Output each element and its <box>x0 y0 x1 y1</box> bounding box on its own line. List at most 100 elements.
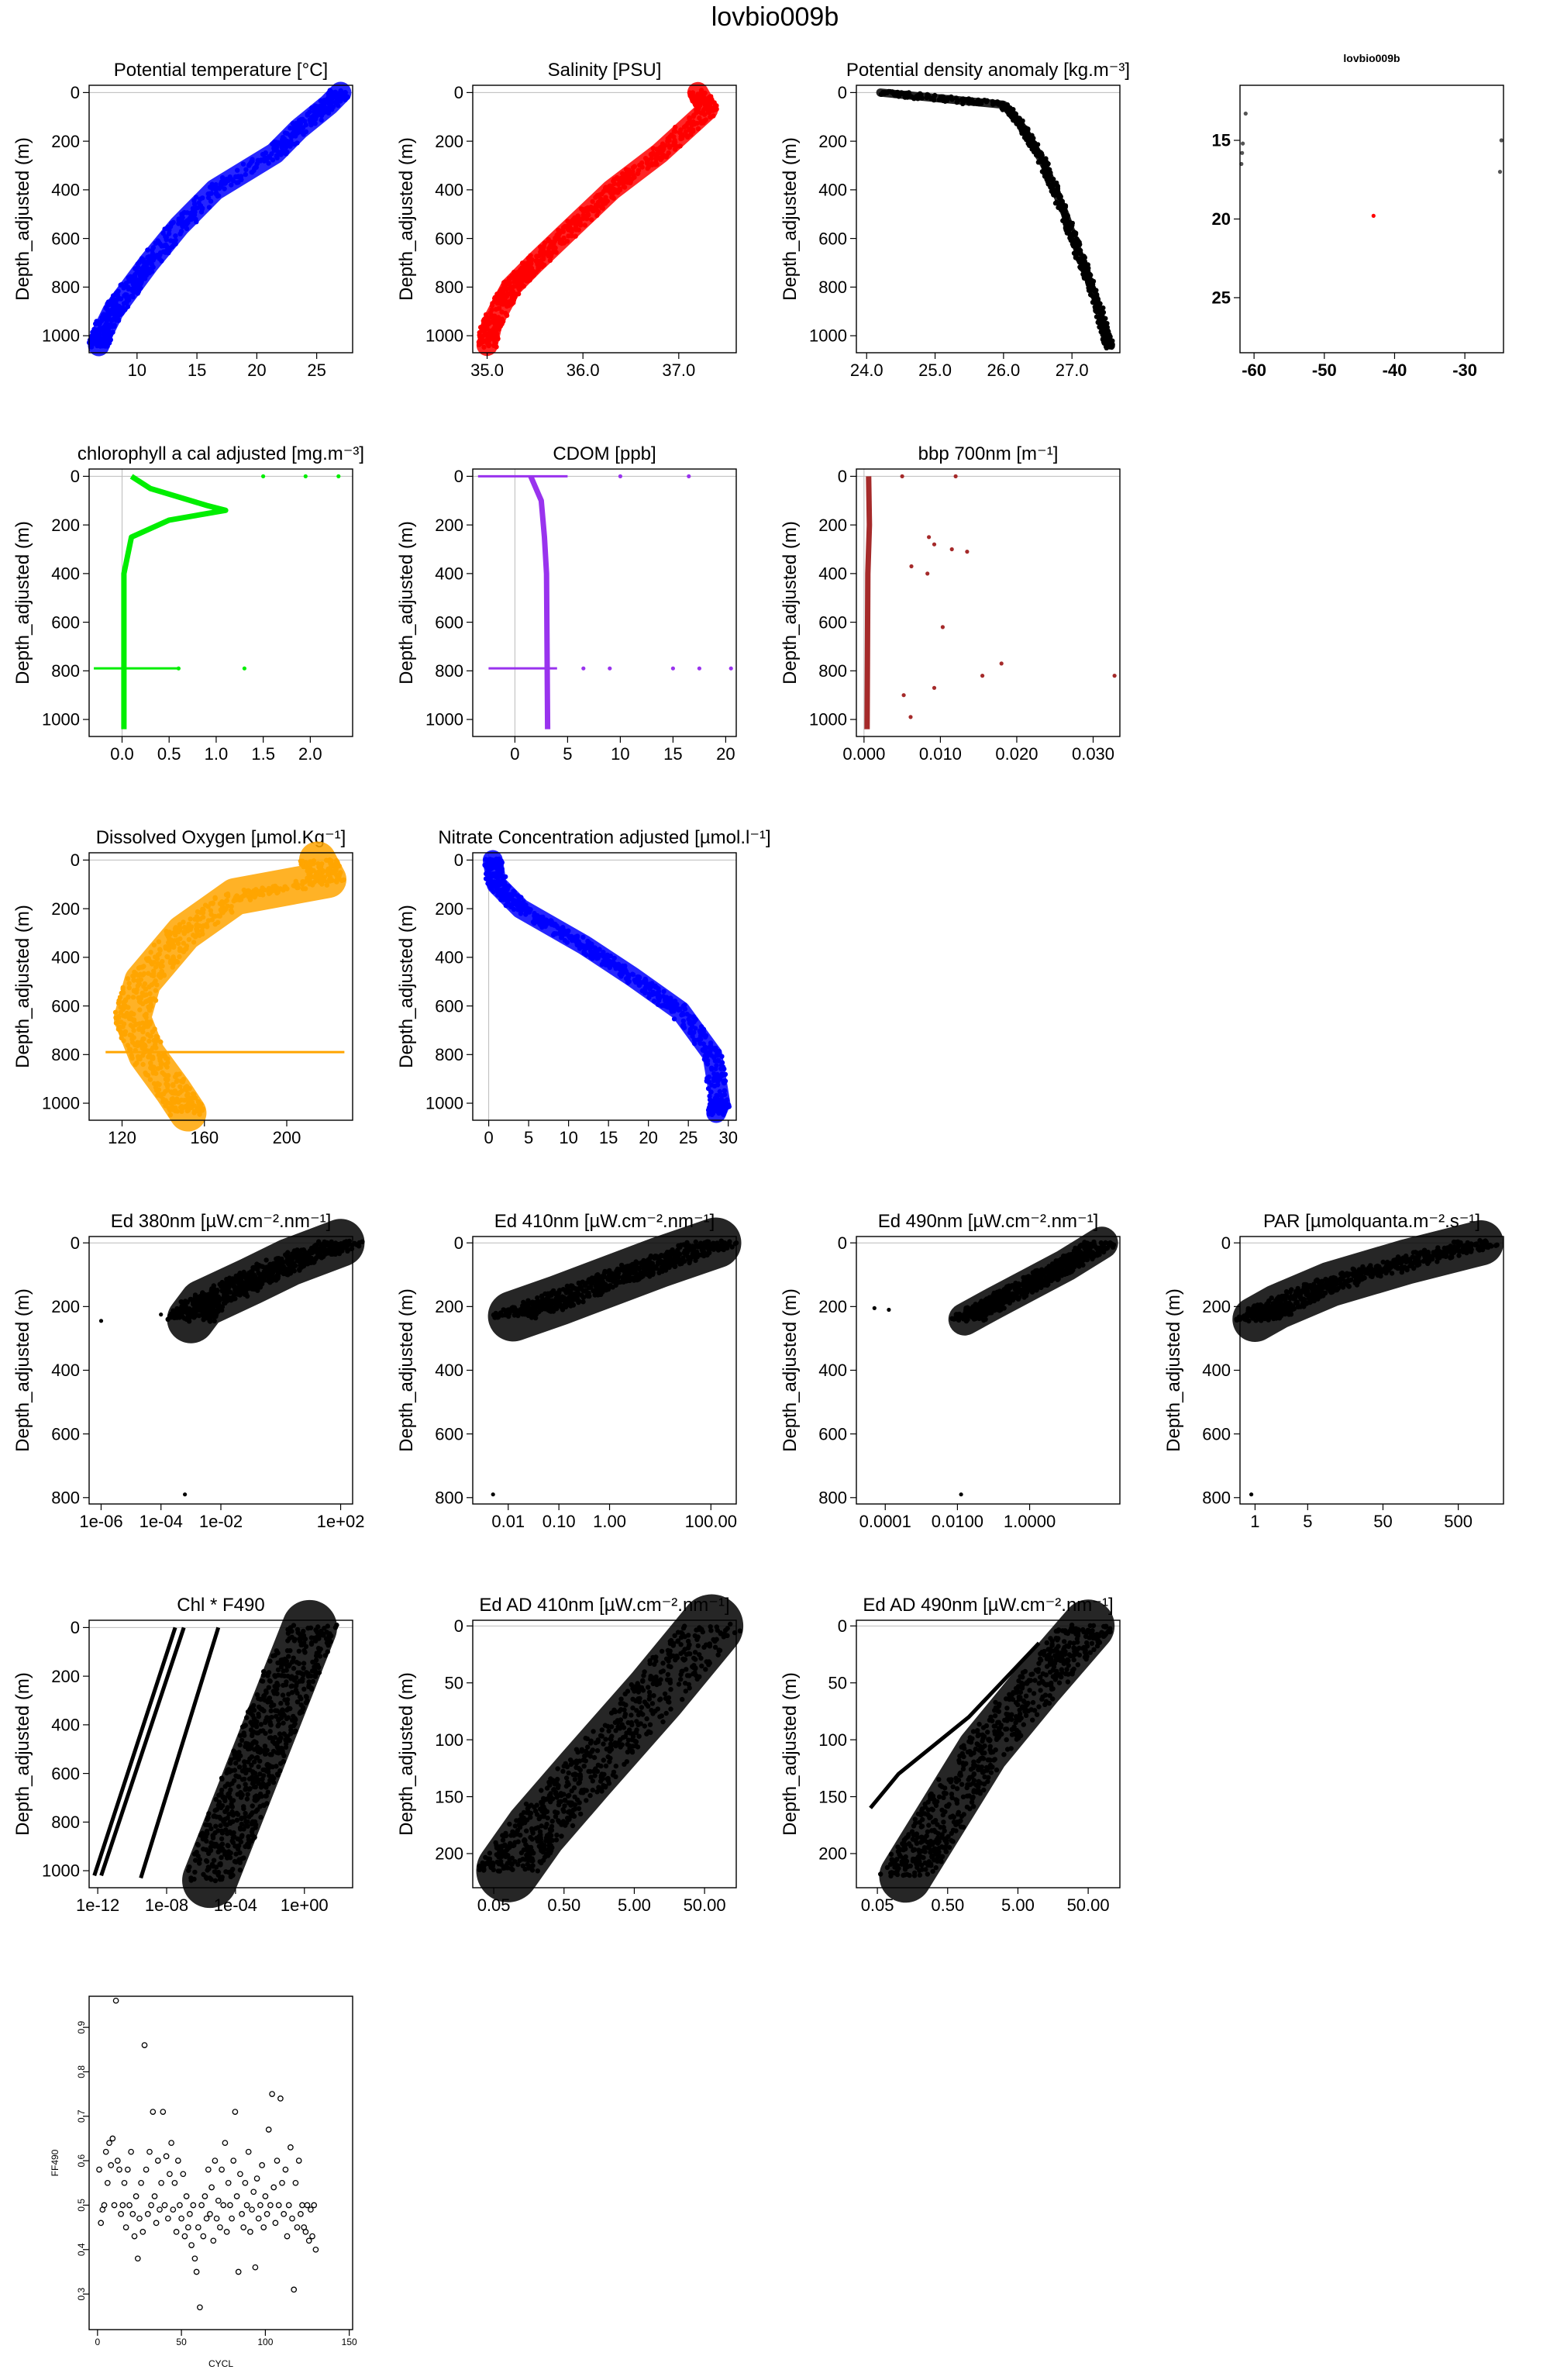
data-point <box>932 543 936 547</box>
data-point <box>950 547 954 551</box>
y-tick-label: 200 <box>51 516 80 535</box>
y-axis-label: Depth_adjusted (m) <box>396 905 417 1068</box>
y-tick-label: 1000 <box>425 326 463 346</box>
plot-frame <box>473 469 736 736</box>
y-tick-label: 0 <box>71 467 80 486</box>
data-point <box>159 1312 163 1316</box>
x-tick-label: 37.0 <box>662 360 695 380</box>
y-tick-label: 800 <box>435 661 463 681</box>
x-tick-label: 200 <box>273 1128 301 1147</box>
x-tick-label: 26.0 <box>987 360 1020 380</box>
x-tick-label: 0.010 <box>919 744 962 764</box>
y-tick-label: 400 <box>435 564 463 584</box>
y-tick-label: 800 <box>51 1488 80 1507</box>
x-tick-label: 1e+02 <box>317 1512 365 1531</box>
data-point <box>1372 214 1376 218</box>
series-band <box>133 860 328 1112</box>
y-tick-label: 800 <box>435 1045 463 1064</box>
x-tick-label: 0.0 <box>110 744 134 764</box>
y-axis-label: Depth_adjusted (m) <box>12 137 33 301</box>
chart-title: CDOM [ppb] <box>553 443 656 464</box>
y-tick-label: 400 <box>51 181 80 200</box>
series-line <box>531 476 548 729</box>
series-marks <box>87 88 350 350</box>
x-tick-label: 20 <box>247 360 266 380</box>
y-tick-label: 0 <box>454 83 463 102</box>
x-tick-label: 25 <box>307 360 326 380</box>
y-tick-label: 200 <box>435 899 463 919</box>
x-tick-label: 36.0 <box>567 360 600 380</box>
y-axis-label: Depth_adjusted (m) <box>12 1288 33 1452</box>
y-tick-label: 0 <box>838 83 847 102</box>
data-point <box>1000 661 1004 665</box>
y-axis-label: Depth_adjusted (m) <box>12 905 33 1068</box>
series-marks <box>478 474 733 730</box>
x-tick-label: 25.0 <box>918 360 952 380</box>
y-tick-label: 600 <box>818 612 847 632</box>
series-marks <box>1239 112 1504 218</box>
data-point <box>1240 151 1244 155</box>
series-band <box>487 92 708 345</box>
y-tick-label: 400 <box>51 948 80 968</box>
chart-title: Potential density anomaly [kg.m⁻³] <box>846 60 1130 81</box>
x-tick-label: -50 <box>1312 360 1337 380</box>
y-tick-label: 800 <box>818 278 847 297</box>
y-tick-label: 1000 <box>809 326 847 346</box>
y-tick-label: 200 <box>51 132 80 151</box>
chart-title: chlorophyll a cal adjusted [mg.m⁻³] <box>78 443 364 464</box>
x-tick-label: -60 <box>1242 360 1266 380</box>
y-tick-label: 800 <box>51 278 80 297</box>
data-point <box>687 474 691 478</box>
x-tick-label: 20 <box>639 1128 657 1147</box>
x-tick-label: 5 <box>524 1128 533 1147</box>
y-tick-label: 1000 <box>425 1094 463 1113</box>
series-line <box>124 476 226 729</box>
series-marks <box>491 1239 739 1497</box>
y-tick-label: 0 <box>454 850 463 870</box>
y-tick-label: 800 <box>818 661 847 681</box>
y-tick-label: 20 <box>1212 209 1231 229</box>
data-point <box>729 667 733 671</box>
series-line <box>867 476 870 729</box>
data-point <box>980 674 984 678</box>
series-marks <box>867 474 1117 730</box>
data-point <box>954 474 958 478</box>
data-point <box>902 693 906 697</box>
x-tick-label: 35.0 <box>470 360 504 380</box>
y-tick-label: 25 <box>1212 288 1231 308</box>
figure-title: lovbio009b <box>0 0 1550 33</box>
data-point <box>1113 674 1117 678</box>
y-axis-label: Depth_adjusted (m) <box>780 521 801 685</box>
chart-title: bbp 700nm [m⁻¹] <box>918 443 1059 464</box>
data-point <box>1244 112 1248 116</box>
y-tick-label: 400 <box>435 181 463 200</box>
y-axis-label: Depth_adjusted (m) <box>12 521 33 685</box>
data-point <box>1498 170 1502 174</box>
x-tick-label: 0.030 <box>1072 744 1114 764</box>
y-tick-label: 1000 <box>42 710 80 730</box>
chart-title: Salinity [PSU] <box>548 60 662 81</box>
y-tick-label: 600 <box>51 1424 80 1444</box>
x-tick-label: 15 <box>188 360 206 380</box>
data-point <box>965 550 969 554</box>
y-tick-label: 200 <box>51 1297 80 1316</box>
x-tick-label: 2.0 <box>298 744 322 764</box>
y-tick-label: 400 <box>51 564 80 584</box>
y-tick-label: 1000 <box>42 1094 80 1113</box>
y-tick-label: 0 <box>838 467 847 486</box>
